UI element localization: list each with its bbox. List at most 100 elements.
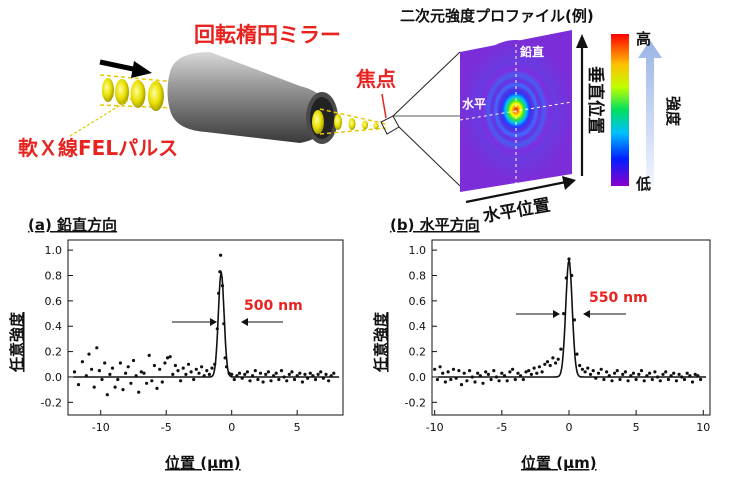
chart-a-data-point — [192, 377, 196, 382]
chart-a-data-point — [298, 371, 302, 375]
chart-b-title: (b) 水平方向 — [390, 216, 480, 234]
chart-b-data-point — [580, 367, 585, 371]
chart-a-data-point — [303, 372, 307, 376]
chart-a-data-point — [218, 270, 222, 274]
chart-b-ytick-label: 0.2 — [409, 346, 427, 359]
chart-b-data-point — [548, 363, 552, 368]
chart-b-data-point — [441, 371, 445, 375]
chart-b-data-point — [433, 367, 437, 371]
chart-a-data-point — [213, 362, 217, 366]
chart-a-data-point — [232, 377, 236, 382]
chart-a-data-point — [222, 322, 226, 326]
chart-a-ytick-label: 0.2 — [45, 346, 63, 359]
chart-b-data-point — [682, 377, 687, 382]
chart-b-data-point — [685, 371, 689, 375]
chart-a-points — [72, 253, 336, 397]
chart-a-data-point — [139, 370, 143, 374]
chart-b-data-point — [478, 374, 482, 378]
chart-b-data-point — [524, 370, 528, 374]
chart-b-data-point — [674, 379, 679, 383]
chart-a-ytick-label: 0.0 — [45, 371, 63, 384]
chart-b-data-point — [610, 379, 614, 383]
chart-a-data-point — [285, 379, 289, 383]
chart-b-xtick-label: 0 — [565, 421, 572, 434]
horizontal-axis-line — [459, 101, 573, 121]
chart-a-xtick-label: 5 — [294, 421, 301, 434]
chart-b-data-point — [656, 375, 660, 379]
focused-beam — [319, 108, 387, 135]
chart-a-data-point — [251, 374, 255, 378]
chart-b-data-point — [527, 369, 531, 373]
vertical-label: 鉛直 — [519, 44, 544, 59]
chart-b-points — [433, 257, 703, 387]
chart-b-data-point — [615, 369, 619, 373]
focus-leader-line — [381, 93, 387, 119]
chart-a-data-point — [134, 374, 138, 378]
chart-b-data-point — [588, 372, 593, 376]
chart-a-data-point — [202, 374, 206, 378]
chart-a-data-point — [113, 385, 117, 389]
chart-a-data-point — [219, 253, 223, 257]
chart-a-data-point — [171, 372, 175, 376]
chart-a-annotation: 500 nm — [244, 298, 303, 314]
chart-a-ytick-label: -0.2 — [41, 396, 62, 409]
chart-b-data-point — [693, 372, 697, 376]
chart-a-data-point — [124, 371, 128, 375]
chart-a-fit-line — [73, 271, 340, 378]
chart-b-data-point — [556, 357, 560, 361]
chart-b-data-point — [664, 370, 668, 374]
chart-a-data-point — [237, 371, 242, 375]
chart-a-data-point — [282, 375, 286, 379]
chart-b-data-point — [677, 372, 681, 376]
chart-b-data-point — [669, 374, 673, 378]
vertical-position-arrow — [576, 34, 588, 176]
chart-a-data-point — [311, 374, 315, 378]
chart-a-data-point — [145, 381, 149, 385]
chart-a-data-point — [248, 379, 252, 383]
chart-a-xtick-label: -10 — [92, 421, 110, 434]
chart-b-data-point — [690, 380, 695, 384]
chart-a-data-point — [258, 371, 263, 375]
chart-a-data-point — [90, 367, 94, 371]
chart-b-data-point — [618, 377, 622, 382]
chart-b-data-point — [626, 379, 630, 383]
chart-b-ytick-label: 0.0 — [409, 371, 427, 384]
chart-a-data-point — [165, 356, 170, 360]
chart-b-data-point — [666, 377, 671, 382]
chart-b-data-point — [473, 380, 477, 384]
chart-a-ylabel: 任意強度 — [8, 311, 26, 373]
incoming-beam — [99, 74, 177, 111]
chart-b-data-point — [449, 377, 453, 382]
chart-a-data-point — [306, 376, 310, 380]
chart-a-data-point — [197, 371, 201, 375]
chart-a-data-point — [147, 353, 151, 357]
chart-b-xtick-label: 10 — [696, 421, 710, 434]
chart-a-data-point — [235, 374, 239, 378]
chart-b-data-point — [532, 366, 536, 370]
intensity-arrow-icon — [638, 40, 662, 186]
chart-b-data-point — [492, 369, 496, 373]
horizontal-label: 水平 — [462, 96, 486, 111]
chart-b-data-point — [454, 376, 458, 380]
chart-a-data-point — [131, 358, 136, 363]
focus-zoom-lines — [380, 51, 461, 187]
chart-a-title: (a) 鉛直方向 — [28, 216, 117, 234]
chart-b-data-point — [529, 372, 534, 376]
chart-a-data-point — [194, 367, 198, 371]
profile-title: 二次元強度プロファイル(例) — [400, 7, 594, 25]
chart-b-xlabel: 位置 (µm) — [521, 454, 597, 472]
chart-b-ytick-label: 0.8 — [409, 270, 427, 283]
chart-a-data-point — [319, 370, 323, 374]
chart-b-data-point — [602, 377, 606, 382]
chart-b-data-point — [462, 371, 466, 375]
chart-a-data-point — [210, 366, 214, 370]
chart-a-data-point — [308, 371, 312, 375]
chart-a-data-point — [272, 374, 276, 378]
chart-a-data-point — [277, 377, 281, 382]
chart-a-data-point — [205, 369, 209, 373]
chart-a-data-point — [332, 371, 336, 375]
horizontal-position-arrow — [465, 176, 576, 204]
chart-a-ytick-label: 0.4 — [45, 320, 63, 333]
chart-b-data-point — [540, 370, 544, 374]
chart-b-data-point — [570, 273, 574, 278]
